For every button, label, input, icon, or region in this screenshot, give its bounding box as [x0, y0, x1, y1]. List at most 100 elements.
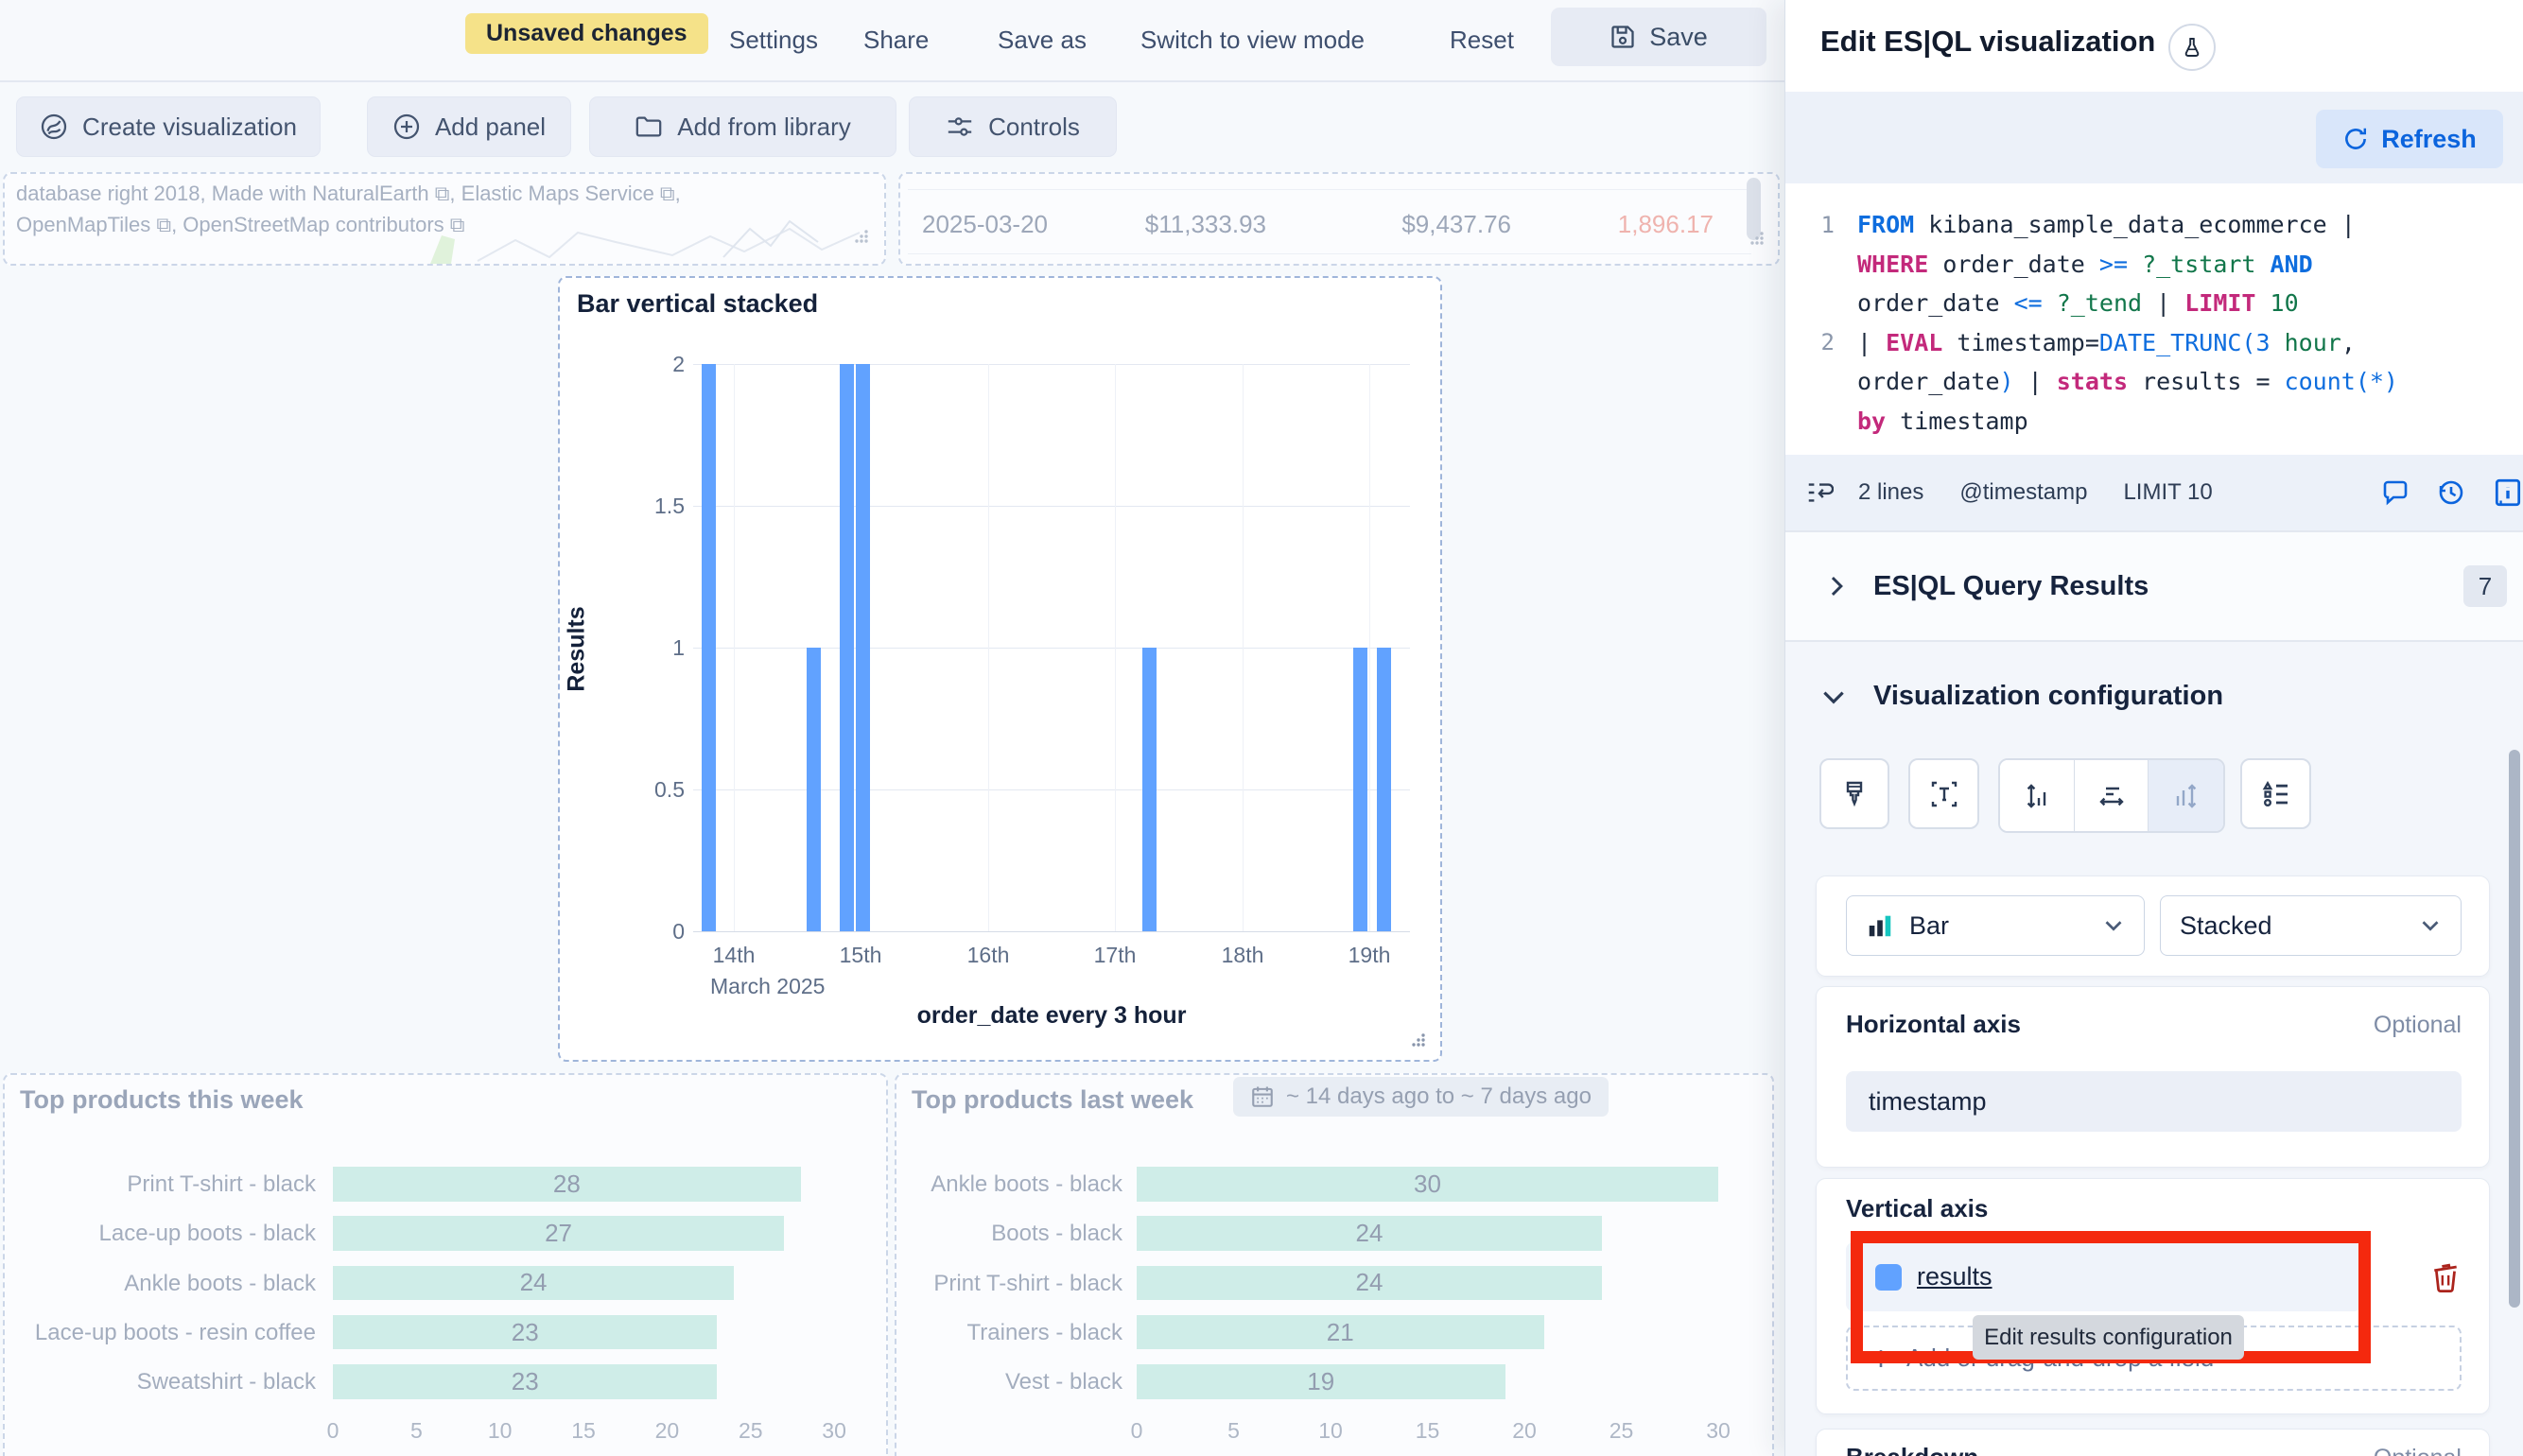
results-dimension-link[interactable]: results	[1917, 1262, 1992, 1291]
map-panel[interactable]: database right 2018, Made with NaturalEa…	[3, 172, 886, 266]
esql-code-line[interactable]: WHERE order_date >= ?_tstart AND	[1857, 250, 2313, 278]
viz-config-accordion[interactable]: Visualization configuration	[1785, 661, 2523, 732]
bar-chart-plot-area	[693, 364, 1410, 932]
controls-button[interactable]: Controls	[909, 96, 1117, 157]
table-panel[interactable]: 2025-03-20 $11,333.93 $9,437.76 1,896.17	[898, 172, 1780, 266]
stack-mode-select[interactable]: Stacked	[2160, 895, 2462, 956]
style-brush-toggle[interactable]	[1819, 758, 1889, 829]
top-products-this-week-panel[interactable]: Top products this week Print T-shirt - b…	[3, 1073, 888, 1456]
bar[interactable]: 23	[333, 1314, 718, 1350]
results-count-badge: 7	[2463, 565, 2507, 607]
esql-code-line[interactable]: by timestamp	[1857, 407, 2028, 435]
save-button[interactable]: Save	[1551, 8, 1766, 66]
esql-code-line[interactable]: order_date) | stats results = count(*)	[1857, 368, 2398, 396]
value-label: 28	[552, 1169, 581, 1198]
bar[interactable]: 27	[333, 1216, 785, 1251]
category-label: Vest - black	[1004, 1369, 1122, 1395]
bar[interactable]	[1376, 648, 1391, 931]
bar[interactable]: 19	[1137, 1364, 1505, 1399]
menu-switch-to-view-mode[interactable]: Switch to view mode	[1140, 26, 1365, 54]
flyout-scrollbar[interactable]	[2509, 750, 2520, 1308]
remove-dimension-button[interactable]	[2408, 1242, 2483, 1311]
bar-orientation-selected-button[interactable]	[2149, 760, 2223, 831]
breakdown-card: Breakdown Optional	[1816, 1429, 2490, 1456]
menu-share[interactable]: Share	[863, 26, 930, 54]
resize-handle-icon[interactable]	[854, 229, 869, 244]
bar[interactable]	[701, 364, 716, 931]
add-panel-button[interactable]: Add panel	[367, 96, 571, 157]
category-label: Lace-up boots - resin coffee	[34, 1319, 316, 1345]
limit-indicator[interactable]: LIMIT 10	[2123, 479, 2213, 505]
documentation-icon[interactable]	[2492, 477, 2523, 509]
menu-settings[interactable]: Settings	[729, 26, 818, 54]
x-axis-context-label: March 2025	[710, 974, 826, 998]
horizontal-axis-extent-button[interactable]	[2075, 760, 2149, 831]
time-range-badge[interactable]: ~ 14 days ago to ~ 7 days ago	[1233, 1077, 1609, 1117]
bar[interactable]: 24	[333, 1265, 735, 1300]
menu-save-as[interactable]: Save as	[998, 26, 1087, 54]
query-history-icon[interactable]	[2435, 477, 2465, 508]
wrap-lines-icon[interactable]	[1805, 478, 1834, 507]
bar[interactable]: 24	[1137, 1265, 1602, 1300]
esql-query-results-accordion[interactable]: ES|QL Query Results 7	[1785, 532, 2523, 640]
bar[interactable]	[806, 648, 821, 931]
map-attribution-line1[interactable]: database right 2018, Made with NaturalEa…	[16, 182, 681, 205]
visualization-configuration-section: Visualization configuration	[1785, 640, 2523, 1456]
breakdown-optional: Optional	[2374, 1445, 2462, 1456]
x-axis-tick: 20	[654, 1418, 680, 1443]
labels-toggle[interactable]	[1908, 758, 1979, 829]
bar[interactable]: 30	[1137, 1167, 1718, 1202]
bar[interactable]	[1141, 648, 1157, 931]
y-axis-title: Results	[563, 606, 590, 692]
create-visualization-button[interactable]: Create visualization	[16, 96, 321, 157]
bar[interactable]: 23	[333, 1364, 718, 1399]
value-label: 24	[1355, 1219, 1383, 1247]
x-axis-title: order_date every 3 hour	[916, 1002, 1187, 1029]
bar-vertical-stacked-panel[interactable]: Bar vertical stacked 0 0.5 1 1.5 2 14th 15th 1…	[558, 276, 1442, 1062]
chart-type-select[interactable]: Bar	[1846, 895, 2145, 956]
vertical-axis-dimension-row[interactable]: results	[1846, 1242, 2361, 1311]
chart-type-card: Bar Stacked	[1816, 875, 2490, 977]
bar[interactable]: 24	[1137, 1216, 1602, 1251]
resize-handle-icon[interactable]	[1749, 231, 1765, 246]
save-disk-icon	[1611, 26, 1634, 48]
bar[interactable]	[1352, 648, 1367, 931]
esql-editor[interactable]: 1 FROM kibana_sample_data_ecommerce | WHER…	[1785, 183, 2523, 455]
esql-code-line[interactable]: order_date <= ?_tend | LIMIT 10	[1857, 289, 2299, 318]
x-axis-tick: 5	[1227, 1418, 1240, 1443]
table-divider-bottom	[908, 253, 1751, 254]
horizontal-axis-field[interactable]: timestamp	[1846, 1071, 2462, 1132]
vertical-axis-extent-button[interactable]	[2000, 760, 2075, 831]
add-from-library-button[interactable]: Add from library	[589, 96, 896, 157]
category-label: Sweatshirt - black	[136, 1369, 316, 1395]
chevron-down-icon	[2422, 921, 2439, 931]
bar[interactable]	[839, 364, 854, 931]
timestamp-field[interactable]: @timestamp	[1959, 479, 2088, 505]
feedback-icon[interactable]	[2380, 477, 2410, 508]
horizontal-axis-card: Horizontal axis Optional timestamp	[1816, 986, 2490, 1168]
save-label: Save	[1649, 22, 1708, 51]
esql-code-line[interactable]: 1 FROM kibana_sample_data_ecommerce |	[1820, 211, 2356, 239]
map-attribution-line2[interactable]: OpenMapTiles ⧉, OpenStreetMap contributo…	[16, 213, 465, 236]
esql-editor-footer: 2 lines @timestamp LIMIT 10	[1785, 455, 2523, 530]
bar[interactable]: 21	[1137, 1314, 1544, 1350]
tech-preview-flask-icon[interactable]	[2168, 24, 2216, 71]
results-accordion-label: ES|QL Query Results	[1873, 570, 2149, 601]
table-scrollbar[interactable]	[1747, 178, 1761, 240]
resize-handle-icon[interactable]	[1411, 1032, 1426, 1048]
bar[interactable]: 28	[333, 1167, 801, 1202]
horizontal-arrows-bars-icon	[2098, 787, 2124, 806]
folder-icon	[635, 116, 662, 137]
refresh-button[interactable]: Refresh	[2316, 110, 2503, 168]
panel-title: Top products this week	[20, 1085, 304, 1114]
esql-code-line[interactable]: 2 | EVAL timestamp=DATE_TRUNC(3 hour,	[1820, 328, 2356, 356]
value-label: 24	[519, 1268, 548, 1297]
bars-vertical-arrow-icon	[2176, 783, 2196, 808]
category-label: Trainers - black	[966, 1319, 1122, 1345]
top-products-last-week-panel[interactable]: Top products last week ~ 14 days ago to …	[895, 1073, 1774, 1456]
category-label: Boots - black	[991, 1221, 1122, 1247]
x-axis-tick: 10	[1318, 1418, 1343, 1443]
menu-reset[interactable]: Reset	[1450, 26, 1514, 54]
legend-settings-toggle[interactable]	[2240, 758, 2311, 829]
bar[interactable]	[855, 364, 870, 931]
